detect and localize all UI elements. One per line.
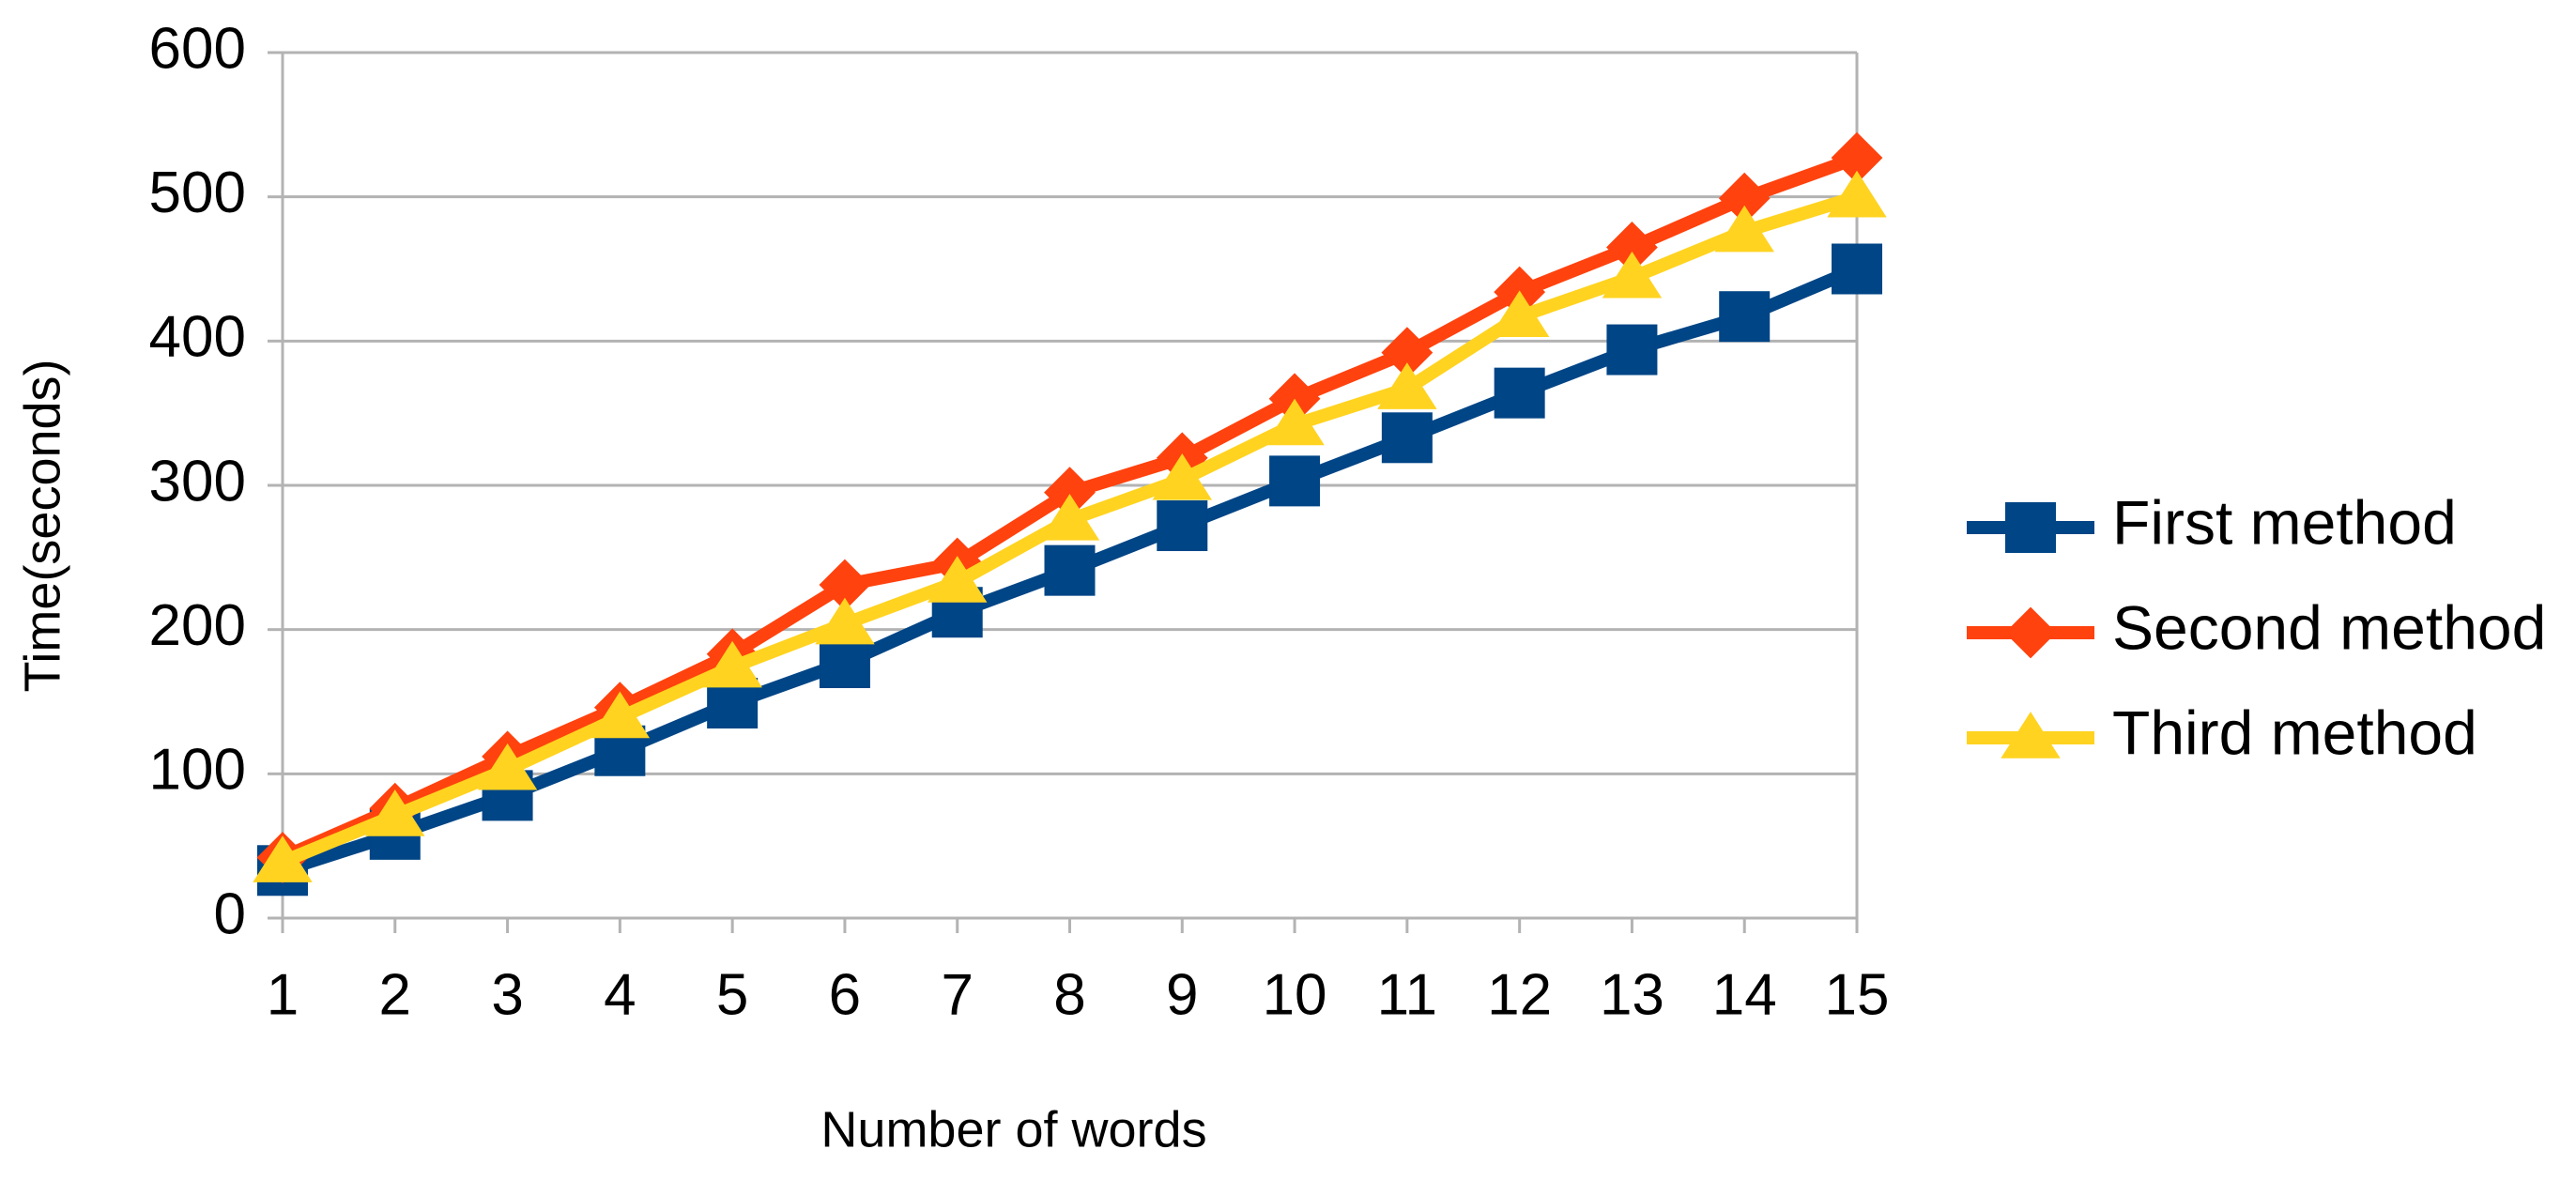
x-tick-label: 1 [267, 962, 299, 1027]
x-tick-label: 8 [1053, 962, 1085, 1027]
data-point [1827, 170, 1887, 218]
data-point [1381, 412, 1433, 464]
legend-label: First method [2112, 487, 2457, 557]
x-tick-label: 12 [1487, 962, 1552, 1027]
data-point [477, 743, 538, 790]
data-point [253, 835, 313, 882]
data-point [1265, 398, 1325, 446]
y-tick-label: 600 [149, 16, 246, 81]
legend-marker [2004, 606, 2057, 659]
data-point [815, 597, 875, 645]
data-point [1606, 324, 1658, 375]
y-tick-label: 400 [149, 305, 246, 370]
legend-marker [2005, 502, 2056, 553]
x-tick-label: 7 [941, 962, 973, 1027]
y-tick-label: 100 [149, 738, 246, 803]
legend-label: Third method [2112, 697, 2477, 767]
y-tick-label: 300 [149, 449, 246, 513]
data-point [1044, 544, 1096, 596]
data-point [927, 556, 988, 603]
data-point [1602, 251, 1663, 299]
x-tick-label: 3 [491, 962, 523, 1027]
x-tick-label: 4 [604, 962, 636, 1027]
data-point [702, 640, 762, 688]
x-tick-label: 14 [1712, 962, 1777, 1027]
x-tick-label: 13 [1600, 962, 1664, 1027]
legend-label: Second method [2112, 592, 2546, 662]
x-axis-label: Number of words [820, 1101, 1206, 1157]
x-tick-label: 2 [379, 962, 411, 1027]
data-point [819, 637, 870, 689]
data-point [1494, 367, 1545, 419]
x-tick-label: 10 [1263, 962, 1327, 1027]
y-tick-label: 200 [149, 593, 246, 658]
data-point [1714, 205, 1774, 253]
data-point [365, 789, 425, 836]
y-tick-label: 0 [214, 881, 246, 946]
x-tick-label: 15 [1825, 962, 1890, 1027]
data-point [1719, 291, 1771, 343]
x-tick-label: 11 [1377, 962, 1437, 1027]
data-point [1152, 452, 1213, 500]
data-point [590, 691, 651, 739]
data-point [1489, 290, 1550, 338]
data-point [1039, 494, 1100, 541]
x-tick-label: 9 [1166, 962, 1198, 1027]
data-point [1269, 455, 1321, 507]
y-axis-label: Time(seconds) [14, 359, 70, 692]
data-point [1832, 243, 1882, 295]
legend-marker [2001, 712, 2061, 759]
data-point [1157, 500, 1208, 552]
y-tick-label: 500 [149, 161, 246, 225]
data-point [1377, 362, 1437, 409]
x-tick-label: 5 [716, 962, 748, 1027]
x-tick-label: 6 [829, 962, 861, 1027]
